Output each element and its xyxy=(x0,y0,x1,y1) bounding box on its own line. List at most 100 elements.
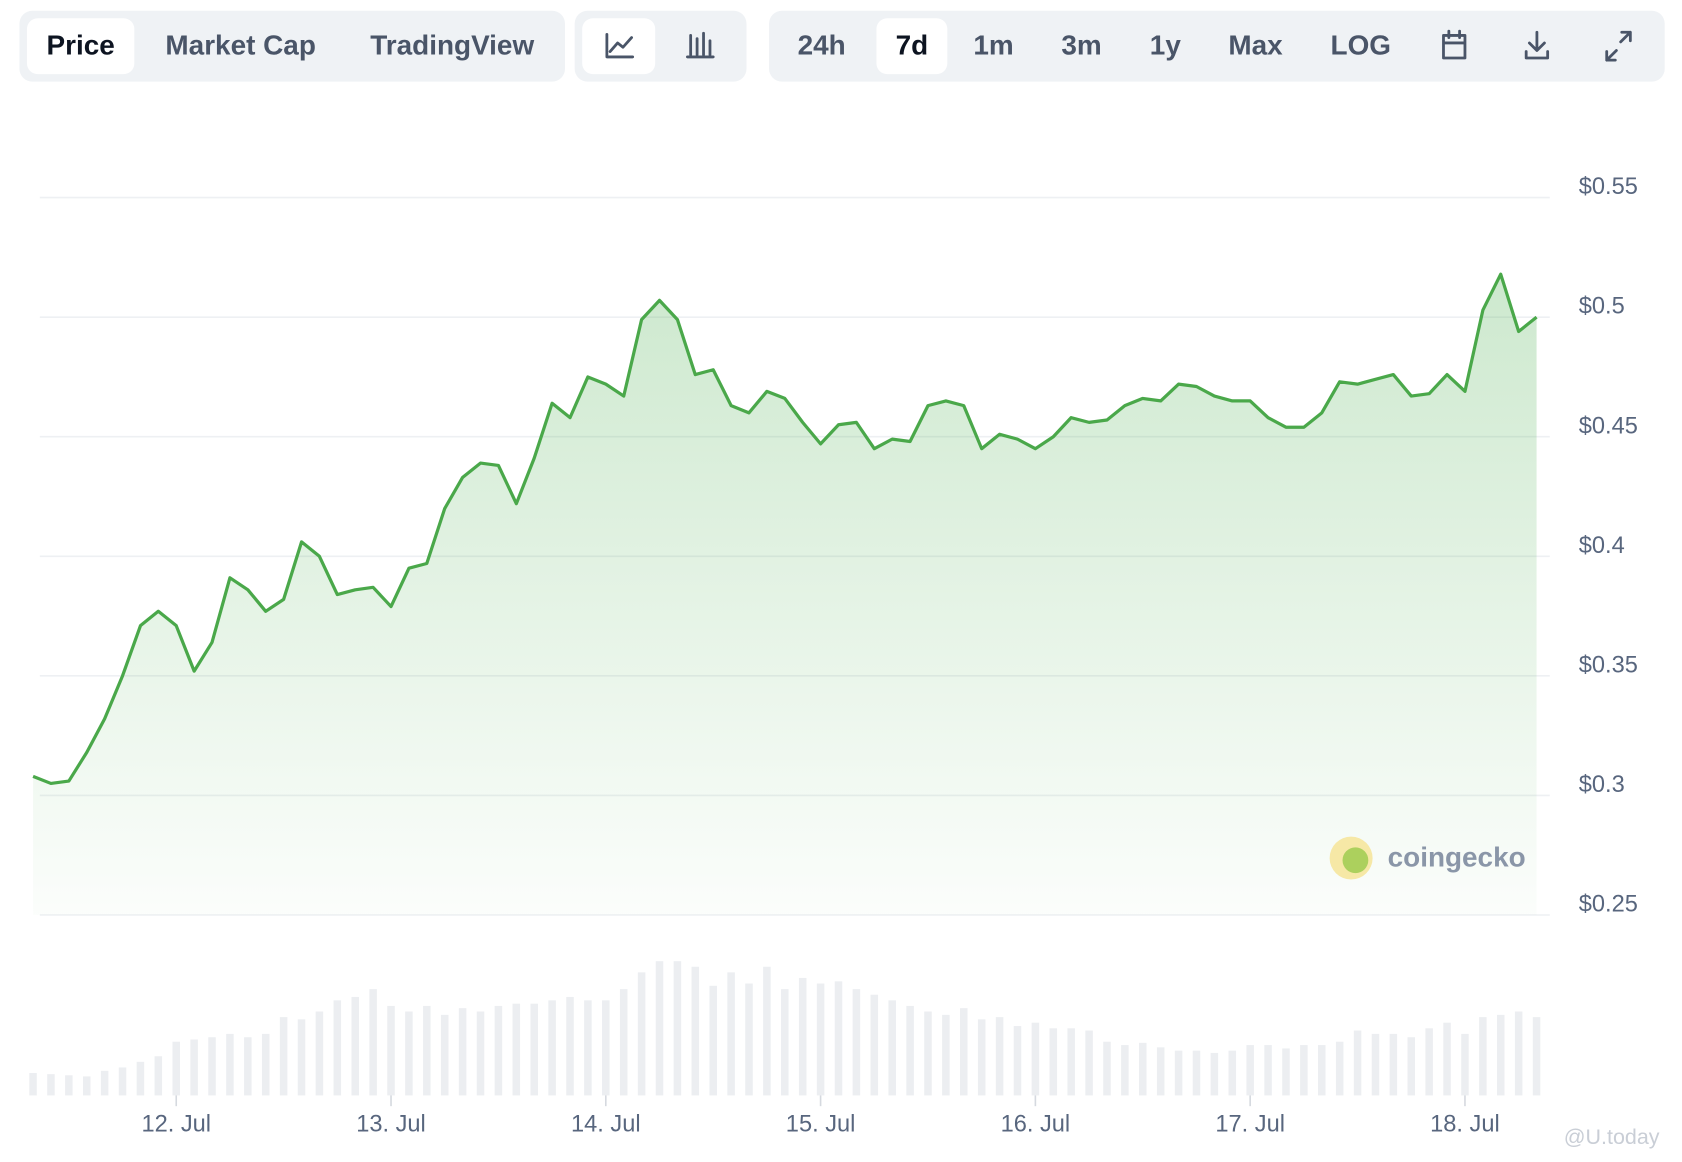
volume-bar xyxy=(387,1005,395,1096)
volume-bar xyxy=(1335,1041,1344,1096)
volume-bar xyxy=(118,1067,127,1096)
range-group xyxy=(769,10,1665,82)
volume-bar xyxy=(977,1019,986,1096)
volume-bar xyxy=(65,1075,73,1096)
view-group xyxy=(19,10,565,82)
volume-bar xyxy=(1461,1033,1469,1096)
volume-bar xyxy=(333,1000,342,1096)
range-active xyxy=(876,18,948,75)
volume-bar xyxy=(566,996,574,1096)
coingecko-watermark: coingecko xyxy=(1329,836,1526,880)
volume-bar xyxy=(727,972,735,1096)
y-tick-label: $0.3 xyxy=(1579,772,1625,798)
volume-bar xyxy=(261,1033,270,1096)
view-button[interactable]: Market Cap xyxy=(165,30,315,61)
volume-bar xyxy=(279,1017,288,1096)
candle-chart-icon[interactable] xyxy=(686,31,715,59)
volume-bar xyxy=(1085,1030,1093,1096)
volume-bar xyxy=(154,1056,163,1096)
volume-bar xyxy=(494,1005,503,1096)
volume-bar xyxy=(100,1070,109,1096)
volume-bar xyxy=(584,1000,592,1096)
volume-bar xyxy=(995,1017,1004,1096)
volume-bar xyxy=(405,1011,413,1096)
source-watermark: @U.today xyxy=(1564,1125,1660,1149)
volume-bar xyxy=(440,1014,449,1096)
volume-bar xyxy=(1174,1050,1183,1096)
view-button[interactable]: Price xyxy=(47,30,115,61)
volume-bar xyxy=(691,966,700,1096)
y-tick-label: $0.5 xyxy=(1579,294,1625,320)
calendar-icon[interactable] xyxy=(1442,29,1467,60)
x-tick-label: 16. Jul xyxy=(1001,1112,1071,1138)
range-button[interactable]: 7d xyxy=(896,30,929,61)
logo-face xyxy=(1342,847,1369,874)
volume-bar xyxy=(351,996,359,1096)
y-tick-label: $0.4 xyxy=(1579,533,1625,559)
volume-bar xyxy=(1067,1028,1075,1096)
volume-bar xyxy=(244,1037,252,1096)
volume-bar xyxy=(745,983,753,1096)
x-tick-label: 13. Jul xyxy=(356,1112,426,1138)
plot: $0.25 $0.3 $0.35 $0.4 $0.45 $0.5 $0.55 12. Jul 1… xyxy=(29,174,1638,1138)
volume-bar xyxy=(1103,1041,1111,1096)
x-tick-label: 15. Jul xyxy=(786,1112,856,1138)
volume-bar xyxy=(960,1008,968,1096)
download-icon[interactable] xyxy=(1524,30,1550,60)
x-tick-label: 12. Jul xyxy=(141,1112,211,1138)
x-tick-label: 17. Jul xyxy=(1215,1112,1285,1138)
range-button[interactable]: 1y xyxy=(1150,30,1182,61)
volume-bar xyxy=(816,983,825,1096)
volume-bar xyxy=(530,1003,538,1096)
range-button[interactable]: 24h xyxy=(798,30,846,61)
range-button[interactable]: Max xyxy=(1228,30,1283,61)
volume-bar xyxy=(1228,1050,1237,1096)
volume-bar xyxy=(852,989,861,1096)
range-button[interactable]: 1m xyxy=(973,30,1013,61)
y-tick-label: $0.25 xyxy=(1579,892,1638,918)
volume-bar xyxy=(226,1033,234,1096)
volume-bar xyxy=(297,1019,306,1096)
volume-bar xyxy=(709,985,717,1096)
range-button[interactable]: 3m xyxy=(1061,30,1101,61)
volume-bar xyxy=(1318,1045,1326,1096)
volume-bar xyxy=(1031,1022,1040,1096)
watermark: coingecko xyxy=(1388,842,1526,873)
volume-bar xyxy=(1371,1033,1380,1096)
volume-bar xyxy=(1210,1052,1219,1096)
volume-bar xyxy=(1514,1011,1523,1096)
area-fill xyxy=(33,274,1537,915)
volume-bar xyxy=(1192,1050,1201,1096)
volume-bar xyxy=(1532,1017,1541,1096)
y-tick-label: $0.45 xyxy=(1579,413,1638,439)
volume-bar xyxy=(1443,1022,1451,1096)
volume-bar xyxy=(763,966,771,1096)
volume-bar xyxy=(602,1000,610,1096)
volume-bar xyxy=(888,1000,896,1096)
volume-bar xyxy=(1121,1045,1129,1096)
volume-bar xyxy=(924,1011,932,1096)
volume-bar xyxy=(655,961,664,1096)
expand-icon[interactable] xyxy=(1605,30,1632,62)
volume-bar xyxy=(1300,1045,1308,1096)
volume-bar xyxy=(1353,1030,1362,1096)
volume-bar xyxy=(781,989,789,1096)
y-tick-label: $0.55 xyxy=(1579,174,1638,200)
volume-bar xyxy=(476,1011,485,1096)
volume-bar xyxy=(1425,1028,1433,1096)
toolbar: Price Market Cap TradingView 24h 7d 1m 3… xyxy=(19,10,1665,82)
volume-bar xyxy=(942,1014,950,1096)
volume-bar xyxy=(458,1008,467,1096)
volume-bar xyxy=(1479,1017,1487,1096)
line-chart-icon[interactable] xyxy=(605,32,635,59)
volume-bar xyxy=(637,972,646,1096)
volume-bar xyxy=(1389,1033,1398,1096)
volume-bar xyxy=(834,981,843,1096)
view-button[interactable]: TradingView xyxy=(370,30,534,61)
range-button[interactable]: LOG xyxy=(1331,30,1391,61)
volume-bar xyxy=(1013,1026,1022,1096)
volume-bar xyxy=(315,1011,324,1096)
x-tick-label: 18. Jul xyxy=(1430,1112,1500,1138)
volume-bar xyxy=(82,1076,91,1096)
